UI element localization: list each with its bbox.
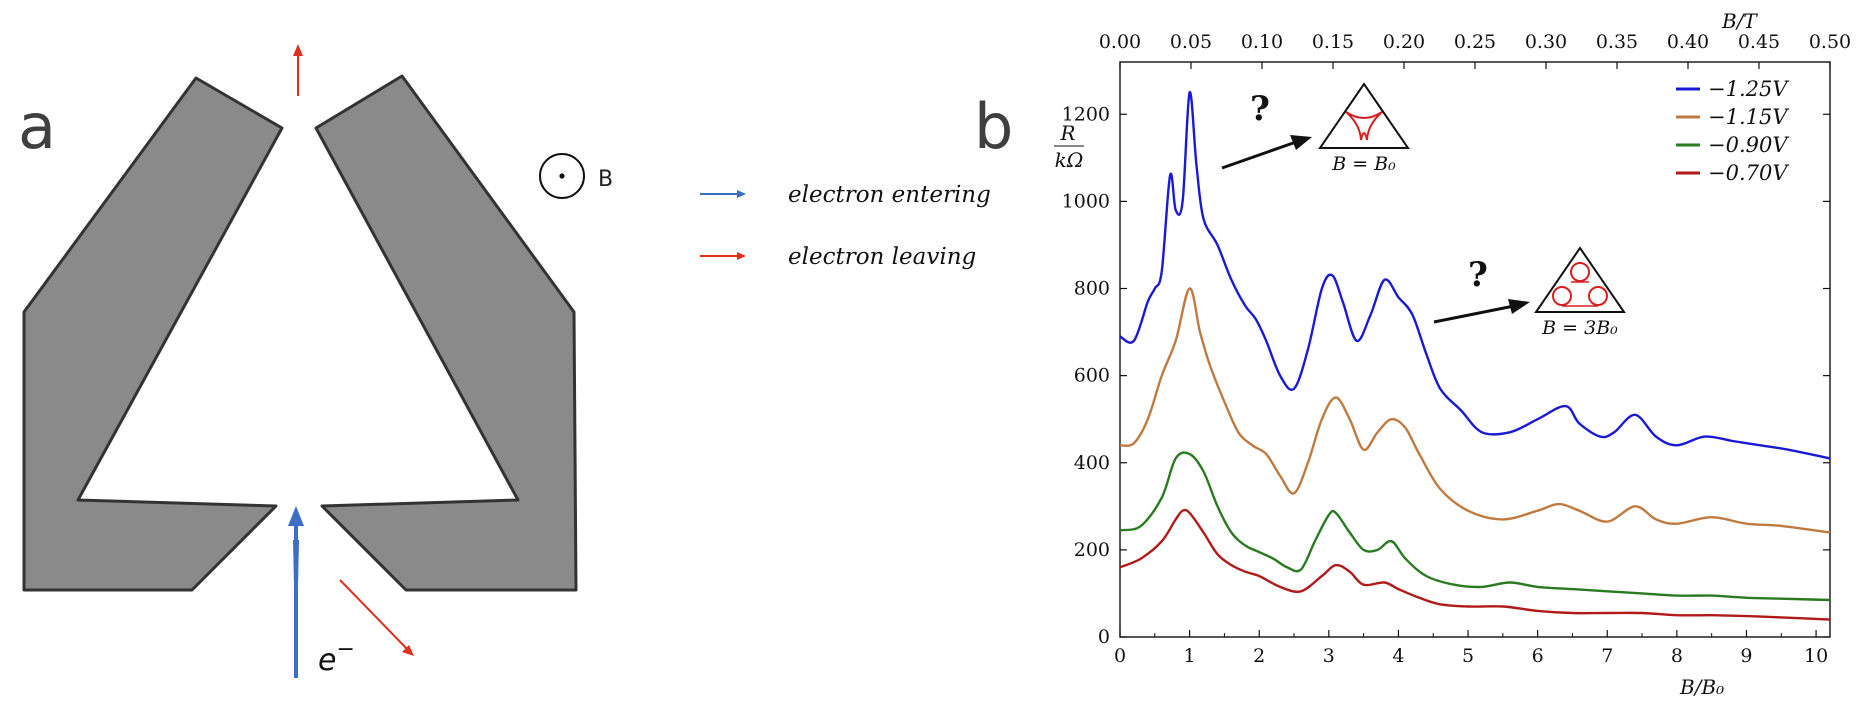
series-group	[1119, 91, 1831, 621]
top-tick-label-0.50: 0.50	[1809, 31, 1851, 53]
y-tick-label-800: 800	[1074, 278, 1110, 300]
x-tick-label-8: 8	[1671, 645, 1683, 667]
y-tick-label-600: 600	[1074, 365, 1110, 387]
annotation-b0: ? B = B₀	[1221, 82, 1410, 175]
top-out-arrow	[293, 44, 303, 96]
series-line-4	[1119, 508, 1831, 621]
panel-b: b 0 1 2 3 4 5 6 7 8 9 10 0 200 400 600 800 1000 1200 0.0…	[974, 9, 1851, 699]
legend-leaving-label: electron leaving	[788, 244, 976, 270]
x-tick-label-2: 2	[1253, 645, 1265, 667]
legend-label-1: −1.25V	[1708, 77, 1789, 101]
bottom-out-arrow	[339, 579, 414, 656]
field-label: B	[598, 167, 613, 192]
legend-leaving: electron leaving	[700, 244, 976, 270]
y-axis-label-numerator: R	[1059, 121, 1075, 145]
triangle-inset-b0	[1318, 82, 1410, 149]
legend-entering: electron entering	[700, 182, 991, 208]
top-tick-label-0.30: 0.30	[1525, 31, 1567, 53]
x-tick-label-10: 10	[1804, 645, 1828, 667]
series-line-1	[1119, 91, 1831, 460]
magnetic-field-out-of-page-icon	[539, 153, 585, 199]
x-tick-label-6: 6	[1532, 645, 1544, 667]
legend-entering-label: electron entering	[788, 182, 991, 208]
y-tick-label-1200: 1200	[1062, 103, 1110, 125]
panel-a: a e− B	[18, 44, 991, 678]
x-tick-label-1: 1	[1184, 645, 1196, 667]
y-tick-label-200: 200	[1074, 539, 1110, 561]
legend-label-3: −0.90V	[1708, 133, 1789, 157]
panel-a-legend: electron entering electron leaving	[700, 182, 991, 270]
electron-in-arrow	[288, 506, 304, 678]
x-axis-bottom: 0 1 2 3 4 5 6 7 8 9 10	[1114, 630, 1828, 667]
x-tick-label-4: 4	[1392, 645, 1404, 667]
top-tick-label-0.45: 0.45	[1738, 31, 1780, 53]
y-tick-label-0: 0	[1098, 626, 1110, 648]
top-tick-label-0.40: 0.40	[1667, 31, 1709, 53]
series-line-2	[1119, 287, 1831, 534]
annotation-3b0-question: ?	[1468, 255, 1488, 295]
top-tick-label-0.25: 0.25	[1454, 31, 1496, 53]
x-tick-label-9: 9	[1740, 645, 1752, 667]
top-tick-label-0.20: 0.20	[1383, 31, 1425, 53]
legend-label-2: −1.15V	[1708, 105, 1789, 129]
y-tick-label-400: 400	[1074, 452, 1110, 474]
x-tick-label-5: 5	[1462, 645, 1474, 667]
device-left-arm	[22, 76, 284, 592]
y-tick-label-1000: 1000	[1062, 190, 1110, 212]
top-tick-label-0.00: 0.00	[1099, 31, 1141, 53]
annotation-3b0-label: B = 3B₀	[1541, 317, 1618, 339]
electron-label: e−	[318, 637, 355, 678]
panel-a-letter: a	[18, 90, 56, 163]
x-tick-label-0: 0	[1114, 645, 1126, 667]
panel-b-letter: b	[974, 90, 1013, 163]
device-right-arm	[314, 74, 578, 592]
top-tick-label-0.35: 0.35	[1596, 31, 1638, 53]
y-axis-label: R kΩ	[1054, 121, 1084, 172]
x-axis-label: B/B₀	[1679, 675, 1724, 699]
top-tick-label-0.10: 0.10	[1241, 31, 1283, 53]
top-tick-label-0.15: 0.15	[1312, 31, 1354, 53]
chart-legend: −1.25V −1.15V −0.90V −0.70V	[1676, 77, 1789, 185]
x-axis-top: 0.00 0.05 0.10 0.15 0.20 0.25 0.30 0.35 0.40 0.45…	[1099, 31, 1851, 69]
top-tick-label-0.05: 0.05	[1170, 31, 1212, 53]
triangle-inset-3b0	[1534, 246, 1626, 313]
x-tick-label-3: 3	[1323, 645, 1335, 667]
y-axis-label-denominator: kΩ	[1055, 148, 1084, 172]
x-tick-label-7: 7	[1601, 645, 1613, 667]
y-axis-left: 0 200 400 600 800 1000 1200	[1062, 103, 1830, 648]
annotation-3b0: ? B = 3B₀	[1433, 246, 1626, 339]
annotation-b0-question: ?	[1250, 89, 1270, 129]
series-line-3	[1119, 451, 1831, 602]
top-axis-label: B/T	[1721, 9, 1758, 33]
legend-label-4: −0.70V	[1708, 161, 1789, 185]
annotation-b0-label: B = B₀	[1331, 153, 1396, 175]
